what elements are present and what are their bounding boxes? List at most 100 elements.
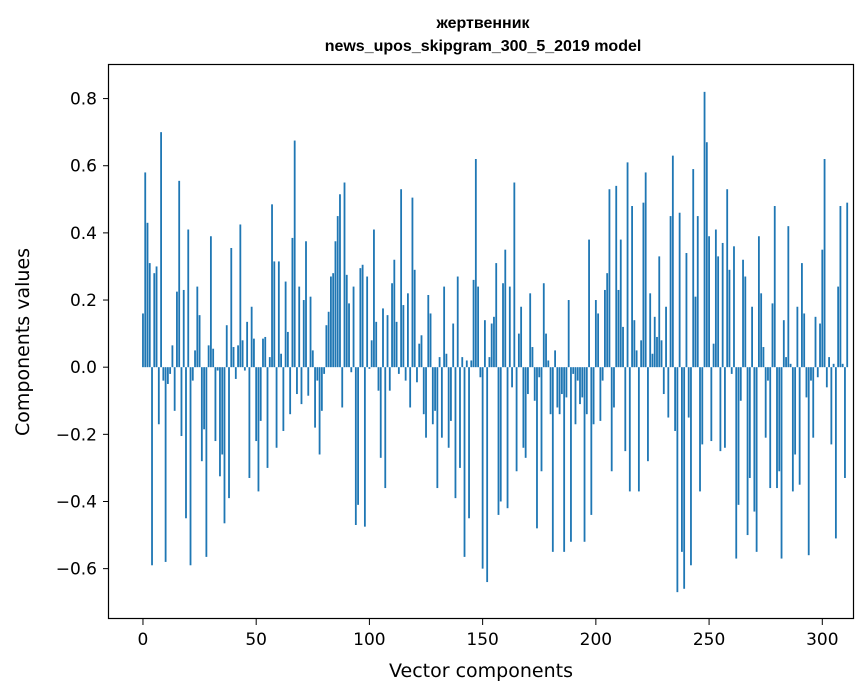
bar-component-291 <box>801 263 803 368</box>
bar-component-260 <box>730 367 733 374</box>
bar-component-32 <box>214 367 217 442</box>
bar-component-125 <box>425 367 427 438</box>
bar-component-198 <box>590 367 593 515</box>
bar-component-289 <box>796 306 799 368</box>
bar-component-286 <box>789 363 792 368</box>
bar-component-14 <box>173 367 176 411</box>
bar-component-240 <box>685 253 688 368</box>
bar-component-108 <box>386 315 389 368</box>
x-tick-label-300: 300 <box>806 630 838 650</box>
bar-component-123 <box>420 335 423 368</box>
bar-component-83 <box>330 276 332 368</box>
bar-component-6 <box>155 266 158 368</box>
bar-component-193 <box>579 367 581 405</box>
bar-component-78 <box>318 367 321 455</box>
bar-component-85 <box>334 241 337 368</box>
x-tick-label-200: 200 <box>580 630 612 650</box>
bar-component-4 <box>151 367 153 566</box>
bar-component-238 <box>681 367 683 552</box>
bar-component-48 <box>250 306 253 368</box>
bar-component-74 <box>309 296 312 368</box>
bar-component-258 <box>726 189 729 368</box>
bar-component-56 <box>268 357 271 368</box>
bar-component-302 <box>825 367 828 388</box>
bar-component-144 <box>468 367 470 519</box>
bar-component-220 <box>640 340 643 368</box>
bar-component-311 <box>846 202 849 368</box>
bar-component-206 <box>608 189 611 368</box>
bar-component-88 <box>341 367 344 408</box>
bar-component-143 <box>465 360 468 368</box>
bar-component-30 <box>209 236 212 368</box>
bar-component-77 <box>316 367 319 381</box>
bar-component-221 <box>642 202 645 368</box>
bar-component-148 <box>477 286 480 368</box>
bar-component-45 <box>243 367 246 371</box>
bar-component-271 <box>755 367 758 552</box>
bar-component-23 <box>194 350 196 368</box>
bar-series <box>142 91 849 593</box>
bar-component-106 <box>382 308 384 368</box>
bar-component-80 <box>323 367 326 374</box>
bar-component-159 <box>502 283 504 368</box>
bar-component-199 <box>592 367 595 425</box>
bar-component-146 <box>472 279 475 368</box>
bar-component-71 <box>302 300 305 368</box>
bar-component-10 <box>164 367 167 562</box>
chart-subtitle: news_upos_skipgram_300_5_2019 model <box>325 38 642 55</box>
bar-component-27 <box>203 367 206 430</box>
bar-component-81 <box>325 325 328 368</box>
bar-component-169 <box>524 367 527 458</box>
bar-component-223 <box>647 367 649 462</box>
bar-component-294 <box>807 367 810 556</box>
bar-component-190 <box>572 367 575 374</box>
bar-component-150 <box>481 367 484 569</box>
x-tick-label-250: 250 <box>693 630 725 650</box>
bar-component-128 <box>431 367 434 425</box>
bar-component-99 <box>366 276 369 368</box>
bar-component-94 <box>354 367 357 525</box>
bar-component-300 <box>821 249 824 368</box>
bar-component-84 <box>332 273 335 368</box>
bar-component-167 <box>520 306 523 368</box>
y-tick-label-6: 0.6 <box>70 157 97 177</box>
bar-component-205 <box>606 273 609 368</box>
bar-component-93 <box>352 286 355 368</box>
bar-component-186 <box>563 367 566 552</box>
bar-component-96 <box>359 268 362 368</box>
bar-component-162 <box>508 286 511 368</box>
bar-component-19 <box>185 367 187 519</box>
bar-component-194 <box>581 367 584 398</box>
bar-component-131 <box>438 357 441 368</box>
bar-component-142 <box>463 367 466 557</box>
bar-component-141 <box>461 357 464 368</box>
bar-component-121 <box>416 367 418 383</box>
bar-component-117 <box>407 293 409 368</box>
x-tick-label-0: 0 <box>138 630 149 650</box>
bar-component-124 <box>422 367 425 415</box>
bar-component-202 <box>599 367 602 421</box>
bar-component-231 <box>665 306 667 368</box>
y-tick-label-0: −0.6 <box>56 560 97 580</box>
bar-component-59 <box>275 367 278 448</box>
bar-component-296 <box>812 367 815 438</box>
bar-component-29 <box>207 345 210 368</box>
bar-component-2 <box>146 222 149 368</box>
bar-component-226 <box>653 316 656 368</box>
bar-component-41 <box>234 367 237 379</box>
bar-component-26 <box>200 367 203 462</box>
bar-component-236 <box>676 367 679 593</box>
bar-component-244 <box>694 296 697 368</box>
bar-component-105 <box>379 367 382 458</box>
bar-component-109 <box>388 367 391 391</box>
bar-component-237 <box>678 212 681 368</box>
bar-component-92 <box>350 367 353 373</box>
bar-component-7 <box>157 367 160 425</box>
bar-component-183 <box>556 367 559 408</box>
bar-component-301 <box>823 159 826 368</box>
bar-component-196 <box>585 367 588 415</box>
bar-component-218 <box>635 350 638 368</box>
y-tick-label-2: −0.2 <box>56 425 97 445</box>
bar-component-89 <box>343 182 346 368</box>
